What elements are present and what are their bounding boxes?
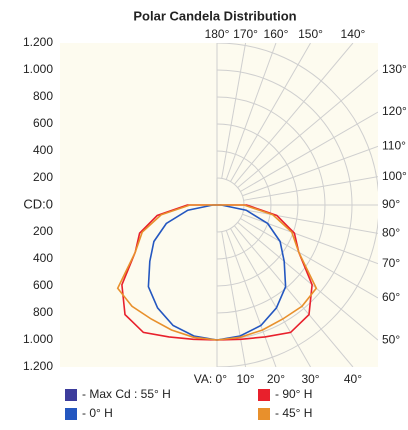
angle-label: 120° — [382, 104, 407, 118]
legend-label: - 45° H — [275, 406, 312, 420]
candela-curve — [216, 204, 287, 341]
grid-ray — [233, 225, 354, 367]
legend-label: - 90° H — [275, 387, 312, 401]
grid-ray — [240, 218, 378, 299]
y-tick-label: 800 — [33, 89, 53, 103]
grid-arc — [216, 43, 378, 367]
angle-label: 50° — [382, 332, 400, 346]
angle-label: 170° — [233, 27, 258, 41]
grid-ray — [237, 69, 378, 189]
angle-label: 130° — [382, 62, 407, 76]
angle-label: 100° — [382, 169, 407, 183]
angle-label: 30° — [301, 372, 319, 386]
origin-label: CD:0 — [23, 196, 53, 211]
angle-label: VA: 0° — [194, 372, 227, 386]
grid-ray — [221, 43, 247, 179]
angle-label: 40° — [344, 372, 362, 386]
grid-ray — [233, 43, 354, 185]
grid-ray — [225, 43, 277, 180]
legend-label: - 0° H — [82, 406, 113, 420]
angle-label: 10° — [236, 372, 254, 386]
angle-label: 160° — [264, 27, 289, 41]
legend-swatch — [258, 389, 270, 401]
grid-ray — [243, 176, 378, 201]
grid-ray — [237, 221, 378, 341]
grid-ray — [243, 209, 378, 234]
legend-swatch — [65, 389, 77, 401]
y-tick-label: 200 — [33, 170, 53, 184]
legend-label: - Max Cd : 55° H — [82, 387, 171, 401]
angle-label: 80° — [382, 226, 400, 240]
legend-swatch — [258, 408, 270, 420]
grid-ray — [230, 228, 311, 367]
grid-ray — [225, 230, 277, 367]
y-tick-label: 600 — [33, 278, 53, 292]
angle-label: 60° — [382, 290, 400, 304]
grid-ray — [221, 231, 247, 367]
y-tick-label: 600 — [33, 116, 53, 130]
angle-label: 70° — [382, 256, 400, 270]
y-tick-label: 1.000 — [23, 332, 53, 346]
angle-label: 110° — [382, 139, 406, 153]
candela-curve — [116, 204, 218, 341]
angle-label: 20° — [267, 372, 285, 386]
y-tick-label: 800 — [33, 305, 53, 319]
grid-ray — [242, 145, 378, 197]
y-tick-label: 400 — [33, 143, 53, 157]
y-tick-label: 400 — [33, 251, 53, 265]
y-tick-label: 1.000 — [23, 62, 53, 76]
legend-swatch — [65, 408, 77, 420]
angle-label: 90° — [382, 197, 400, 211]
grid-ray — [240, 111, 378, 192]
angle-label: 150° — [298, 27, 323, 41]
y-tick-label: 200 — [33, 224, 53, 238]
candela-curve — [147, 204, 218, 341]
grid — [216, 43, 378, 367]
y-tick-label: 1.200 — [23, 359, 53, 373]
angle-label: 140° — [341, 27, 366, 41]
chart-title: Polar Candela Distribution — [133, 8, 296, 23]
y-tick-label: 1.200 — [23, 35, 53, 49]
candela-curve — [216, 204, 318, 341]
grid-ray — [230, 43, 311, 182]
angle-label: 180° — [205, 27, 230, 41]
